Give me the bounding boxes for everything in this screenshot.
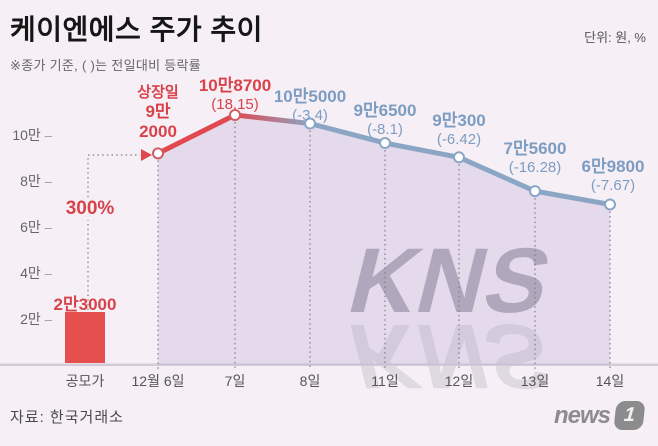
x-tick-label: 공모가	[65, 373, 105, 389]
point-change: (-8.1)	[367, 121, 403, 139]
ipo-price-bar	[65, 312, 105, 363]
news1-one-badge: 1	[613, 401, 646, 430]
point-label-7일: 10만8700 (18.15)	[199, 76, 271, 114]
y-tick-dash: –	[44, 219, 52, 235]
x-tick-label: 8일	[299, 373, 321, 389]
point-label-12일: 9만300 (-6.42)	[432, 111, 485, 149]
point-value: 10만8700	[198, 76, 272, 95]
line-transition-segment	[232, 112, 313, 126]
line-red-segment	[155, 112, 238, 156]
y-tick-dash: –	[44, 127, 52, 143]
news1-wordmark: news	[553, 401, 611, 429]
gain-dotted-path	[87, 154, 140, 311]
point-change: (-7.67)	[590, 177, 636, 195]
point-value: 9만	[145, 101, 171, 121]
data-point-marker	[229, 108, 241, 121]
data-point-marker	[152, 147, 164, 160]
y-tick-label: 10만 –	[0, 125, 52, 145]
x-tick-label: 14일	[595, 373, 625, 389]
x-tick-label: 12월 6일	[131, 373, 185, 389]
data-point-marker	[529, 185, 541, 198]
y-tick-label: 4만 –	[0, 263, 52, 283]
point-value: 9만300	[432, 111, 486, 130]
y-tick-dash: –	[44, 311, 52, 327]
y-tick-text: 6만	[20, 219, 41, 235]
x-tick-label: 13일	[520, 373, 550, 389]
point-change: (-6.42)	[436, 131, 482, 149]
y-tick-text: 4만	[20, 265, 41, 281]
data-point-marker	[379, 137, 391, 150]
area-fill	[158, 114, 610, 366]
point-change: (18.15)	[211, 96, 259, 114]
listing-day-caption: 상장일	[137, 84, 179, 101]
point-change: (-3.4)	[292, 107, 328, 125]
point-label-14일: 6만9800 (-7.67)	[582, 157, 645, 195]
data-point-marker	[604, 198, 616, 211]
point-value: 7만5600	[503, 139, 567, 158]
ipo-price-value: 2만3000	[53, 295, 117, 315]
source-credit: 자료: 한국거래소	[10, 409, 124, 426]
point-change: (-16.28)	[508, 159, 562, 177]
y-tick-label: 6만 –	[0, 217, 52, 237]
y-tick-label: 2만 –	[0, 309, 52, 329]
y-tick-dash: –	[44, 265, 52, 281]
y-tick-text: 2만	[20, 311, 41, 327]
x-axis-line	[0, 363, 658, 366]
point-label-11일: 9만6500 (-8.1)	[354, 101, 417, 139]
data-point-marker	[453, 151, 465, 164]
point-value: 2000	[139, 121, 177, 141]
point-label-12월 6일: 상장일 9만 2000	[137, 84, 178, 142]
page-title: 케이엔에스 주가 추이	[10, 14, 263, 45]
x-tick-label: 11일	[371, 373, 399, 389]
x-tick-label: 12일	[444, 373, 474, 389]
data-point-marker	[304, 117, 316, 130]
point-value: 6만9800	[581, 157, 645, 176]
news1-one: 1	[622, 404, 637, 426]
point-value: 10만5000	[273, 87, 347, 106]
gain-arrow	[141, 149, 152, 161]
news1-logo: news 1	[553, 401, 646, 430]
gain-annotation: 300%	[62, 198, 118, 220]
point-label-13일: 7만5600 (-16.28)	[504, 139, 567, 177]
x-tick-label: 7일	[224, 373, 246, 389]
point-value: 9만6500	[353, 101, 417, 120]
unit-label: 단위: 원, %	[584, 30, 646, 45]
y-tick-text: 10만	[12, 127, 41, 143]
chart-note: ※종가 기준, ( )는 전일대비 등락률	[10, 58, 202, 73]
y-tick-text: 8만	[20, 173, 41, 189]
y-tick-label: 8만 –	[0, 171, 52, 191]
y-tick-dash: –	[44, 173, 52, 189]
point-label-8일: 10만5000 (-3.4)	[274, 87, 346, 125]
